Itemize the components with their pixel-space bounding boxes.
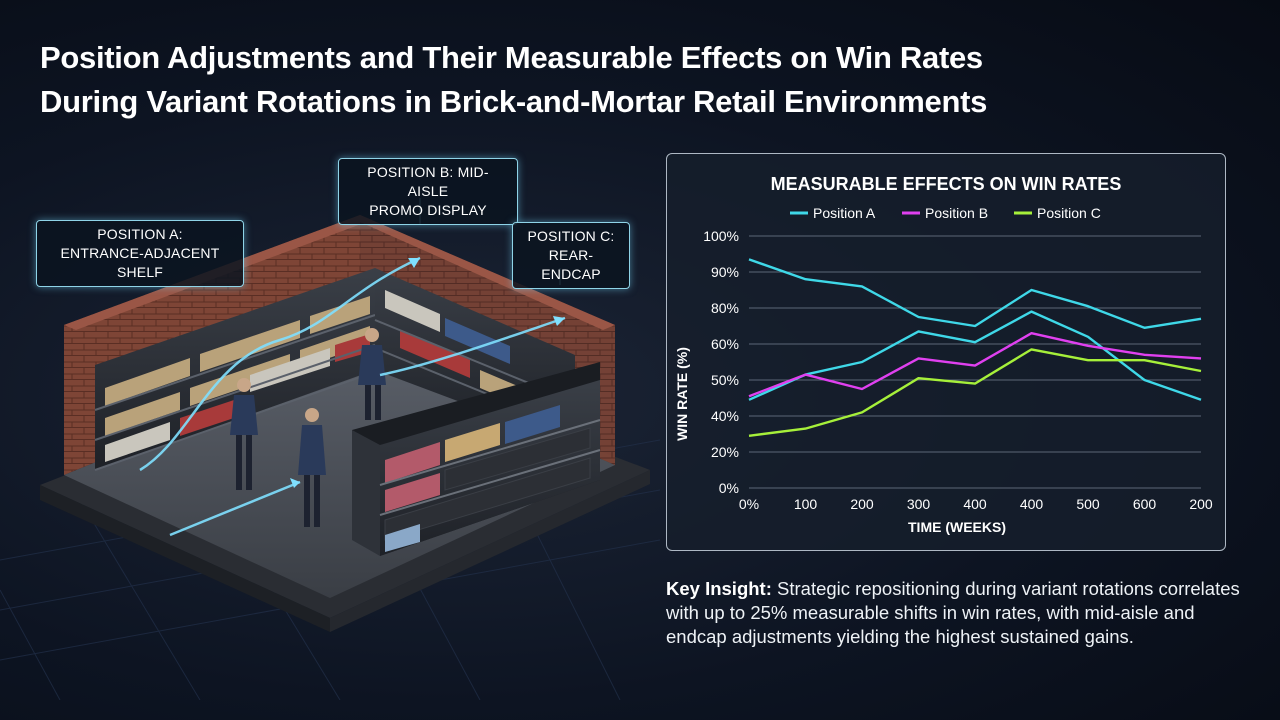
x-tick-label: 600 [1133,496,1157,512]
position-b-label: POSITION B: MID-AISLE PROMO DISPLAY [338,158,518,225]
x-tick-label: 0% [739,496,759,512]
x-tick-label: 200 [1189,496,1213,512]
x-axis-ticks: 0% 100 200 300 400 400 500 600 200 [739,496,1213,512]
chart-panel: MEASURABLE EFFECTS ON WIN RATES Position… [666,153,1226,551]
chart-legend: Position A Position B Position C [790,205,1101,221]
position-b-line1: POSITION B: MID-AISLE [367,164,489,199]
title-line-2: During Variant Rotations in Brick-and-Mo… [40,84,988,119]
store-illustration [0,140,660,700]
shopper-figures [230,328,386,527]
position-a-label: POSITION A: ENTRANCE-ADJACENT SHELF [36,220,244,287]
x-tick-label: 200 [850,496,874,512]
series-line-position-a-secondary [748,310,1202,401]
series-line-position-b [748,332,1202,398]
position-c-line2: REAR-ENDCAP [541,247,601,282]
series-line-position-c [748,348,1202,437]
title-line-1: Position Adjustments and Their Measurabl… [40,40,983,75]
position-b-line2: PROMO DISPLAY [369,202,487,218]
win-rate-chart: MEASURABLE EFFECTS ON WIN RATES Position… [674,174,1213,535]
y-tick-label: 50% [711,372,739,388]
y-tick-label: 40% [711,408,739,424]
position-a-line1: POSITION A: [97,226,183,242]
arrow-heads [290,258,565,488]
y-tick-label: 60% [711,336,739,352]
chart-series [748,258,1202,437]
y-tick-label: 80% [711,300,739,316]
y-tick-label: 100% [703,228,739,244]
key-insight: Key Insight: Strategic repositioning dur… [666,577,1246,649]
y-tick-label: 90% [711,264,739,280]
series-line-position-a [748,258,1202,329]
y-axis-label: WIN RATE (%) [674,347,690,441]
position-c-label: POSITION C: REAR-ENDCAP [512,222,630,289]
x-tick-label: 400 [963,496,987,512]
back-shelving [94,268,376,471]
x-tick-label: 300 [907,496,931,512]
flow-arrows [139,256,566,537]
legend-label: Position A [813,205,876,221]
chart-grid [749,235,1201,489]
y-tick-label: 20% [711,444,739,460]
position-c-line1: POSITION C: [527,228,615,244]
y-tick-label: 0% [719,480,739,496]
front-gondola [352,362,601,556]
x-tick-label: 100 [794,496,818,512]
page-title: Position Adjustments and Their Measurabl… [40,36,1220,124]
position-a-line2: ENTRANCE-ADJACENT SHELF [60,245,220,280]
x-tick-label: 500 [1076,496,1100,512]
chart-title: MEASURABLE EFFECTS ON WIN RATES [771,174,1122,194]
legend-label: Position C [1037,205,1101,221]
legend-label: Position B [925,205,988,221]
key-insight-text: Strategic repositioning during variant r… [666,578,1240,647]
key-insight-label: Key Insight: [666,578,772,599]
x-tick-label: 400 [1020,496,1044,512]
store-svg [0,198,660,700]
y-axis-ticks: 100% 90% 80% 60% 50% 40% 20% 0% [703,228,739,496]
x-axis-label: TIME (WEEKS) [908,519,1006,535]
